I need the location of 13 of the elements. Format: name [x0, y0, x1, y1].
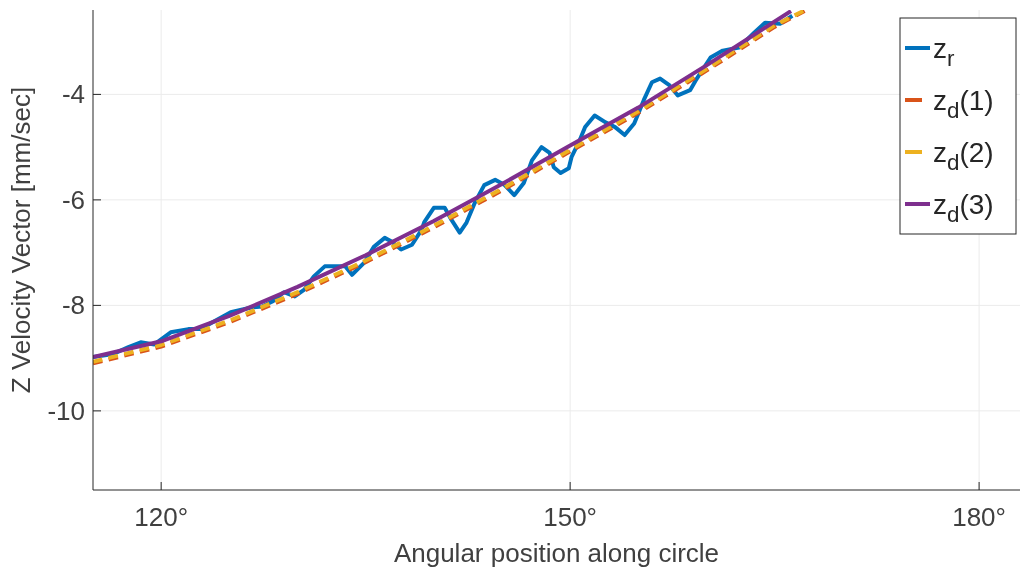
legend-label: z$_{d}$(3) [933, 189, 994, 227]
x-tick-label: 120° [134, 502, 189, 532]
x-tick-label: 180° [952, 502, 1006, 532]
y-tick-label: -8 [61, 290, 85, 321]
y-tick-label: -10 [47, 395, 85, 426]
legend-label: z$_{r}$ [933, 33, 955, 71]
y-tick-label: -6 [61, 184, 85, 215]
x-axis-title: Angular position along circle [393, 538, 720, 568]
legend-label: z$_{d}$(2) [933, 137, 994, 175]
legend-label: z$_{d}$(1) [933, 85, 994, 123]
y-tick-label: -4 [61, 79, 85, 110]
x-tick-label: 150° [543, 502, 598, 532]
y-axis-title: Z Velocity Vector [mm/sec] [6, 86, 36, 394]
